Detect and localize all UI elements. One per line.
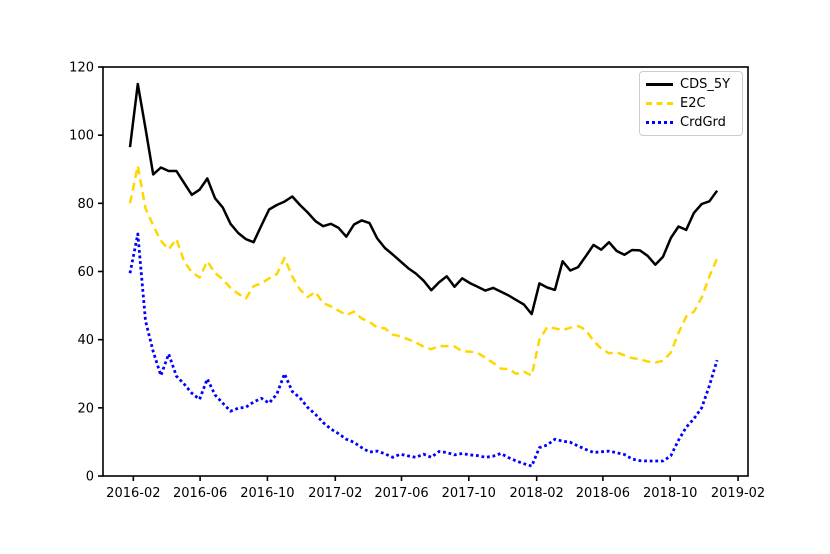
- legend-label-cds-5y: CDS_5Y: [680, 77, 731, 92]
- y-tick-label: 120: [69, 61, 94, 76]
- legend-entry-cds-5y: CDS_5Y: [646, 76, 736, 94]
- e2c-line-sample-icon: [646, 102, 673, 105]
- legend-label-e2c: E2C: [680, 96, 706, 111]
- crdgrd-line-sample-icon: [646, 121, 673, 124]
- x-tick-label: 2016-06: [173, 486, 227, 501]
- y-tick-label: 80: [77, 197, 94, 212]
- x-tick-label: 2018-10: [643, 486, 697, 501]
- x-tick-label: 2017-02: [308, 486, 362, 501]
- x-tick-label: 2017-06: [374, 486, 428, 501]
- x-tick-label: 2018-02: [510, 486, 564, 501]
- y-tick-label: 60: [77, 265, 94, 280]
- y-tick-label: 40: [77, 333, 94, 348]
- y-tick-label: 0: [86, 470, 94, 485]
- series-line-e2c: [128, 164, 719, 377]
- y-tick-label: 100: [69, 129, 94, 144]
- legend: CDS_5Y E2C CrdGrd: [639, 71, 743, 136]
- x-tick-label: 2018-06: [576, 486, 630, 501]
- series-line-crdgrd: [128, 232, 719, 468]
- series-line-cds_5y: [128, 82, 719, 316]
- cds-5y-line-sample-icon: [646, 83, 673, 86]
- x-tick-label: 2016-02: [106, 486, 160, 501]
- x-tick-label: 2016-10: [240, 486, 294, 501]
- legend-entry-e2c: E2C: [646, 95, 736, 113]
- x-tick-label: 2017-10: [442, 486, 496, 501]
- legend-label-crdgrd: CrdGrd: [680, 115, 726, 130]
- legend-entry-crdgrd: CrdGrd: [646, 114, 736, 132]
- y-tick-label: 20: [77, 401, 94, 416]
- x-tick-label: 2019-02: [711, 486, 765, 501]
